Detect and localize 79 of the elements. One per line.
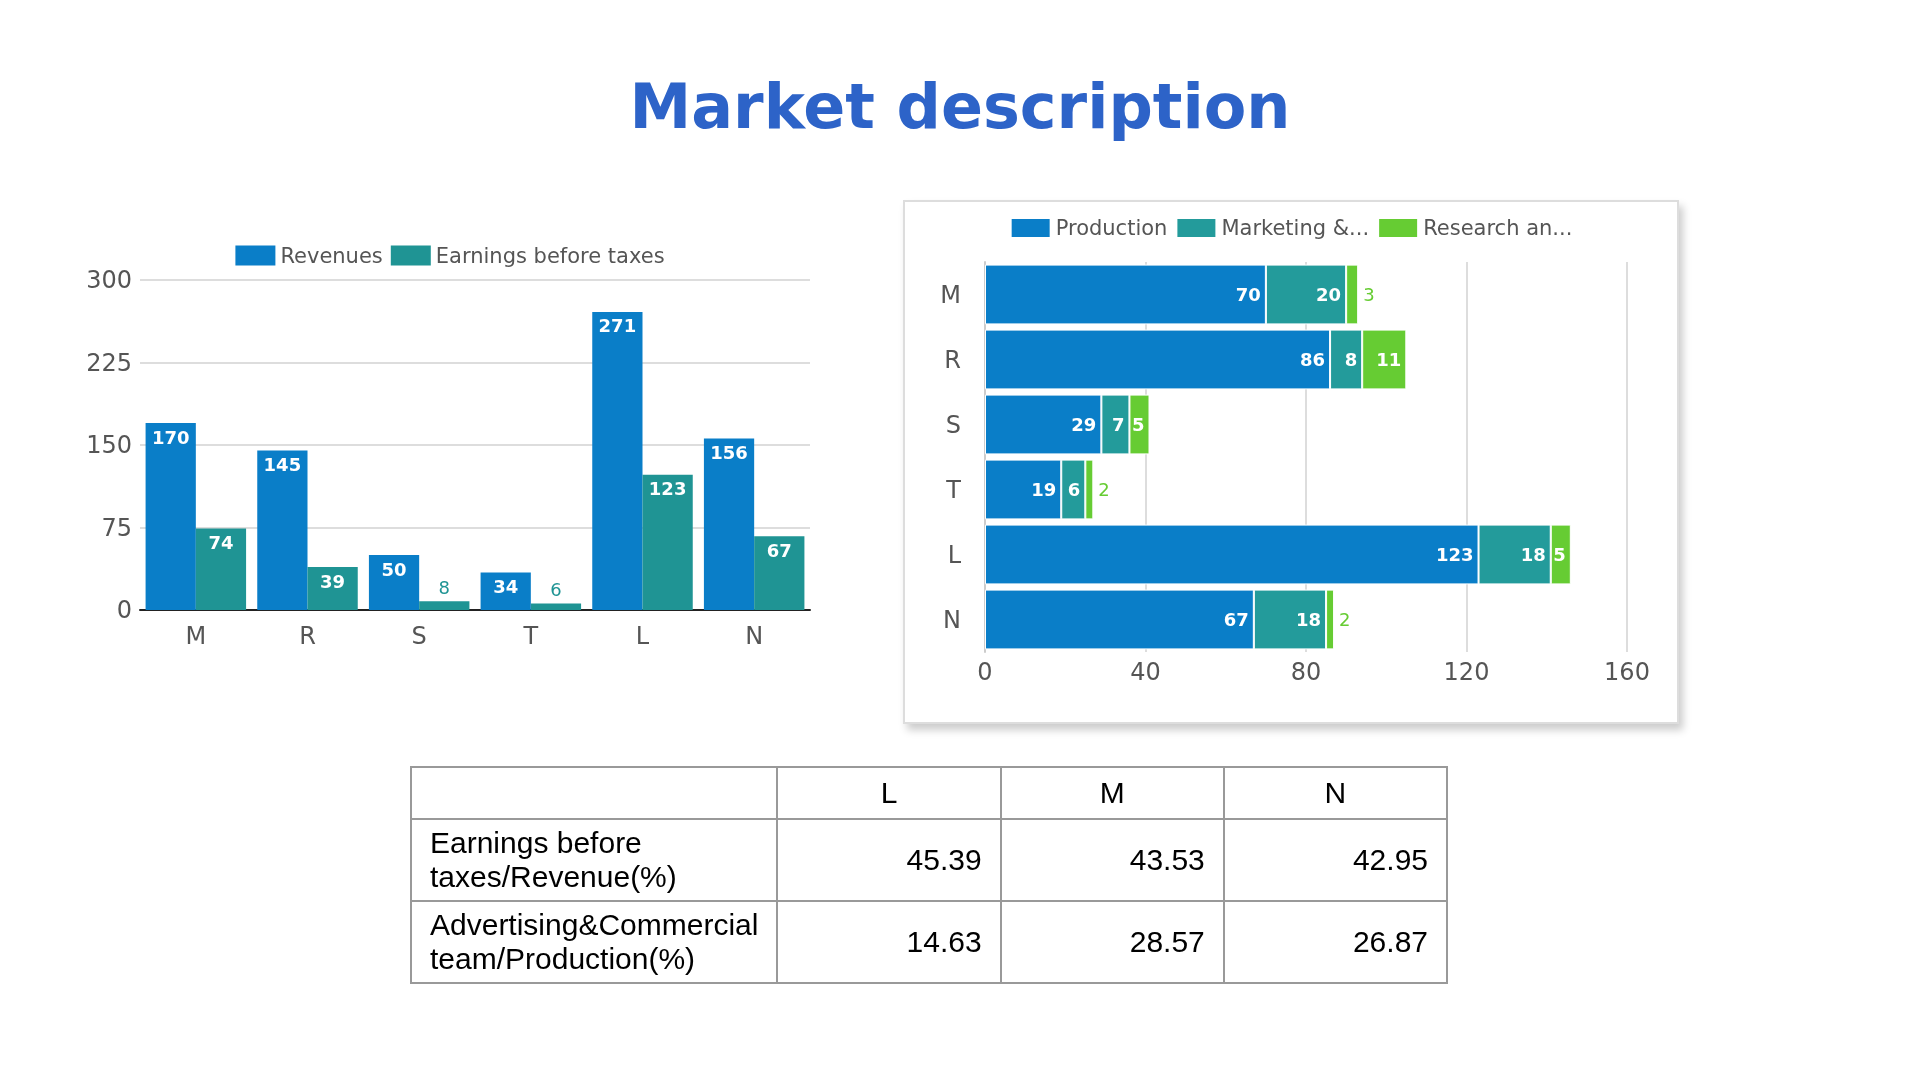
y-tick-label: 75: [101, 513, 132, 542]
data-label: 26.87: [1223, 901, 1447, 983]
x-tick-label: T: [522, 622, 539, 650]
data-label: 145: [263, 454, 302, 475]
data-label: 67: [766, 539, 792, 561]
bar: [257, 450, 308, 610]
x-tick-label: 160: [1604, 658, 1650, 686]
legend-label: Marketing &...: [1221, 216, 1370, 240]
bar: [307, 567, 358, 610]
y-tick-label: M: [940, 280, 961, 309]
category-label: N: [1223, 767, 1447, 819]
x-tick-label: S: [411, 622, 427, 650]
legend-label: Revenues: [280, 243, 383, 268]
x-tick-label: 40: [1130, 658, 1161, 686]
data-label: 11: [1376, 349, 1402, 370]
legend-label: Research an...: [1423, 216, 1573, 240]
legend-label: Earnings before taxes: [435, 243, 665, 268]
x-tick-label: L: [635, 622, 650, 650]
data-label: 2: [1339, 609, 1351, 630]
bar: [195, 528, 247, 610]
data-label: 123: [648, 478, 687, 500]
data-label: 6: [550, 578, 562, 600]
y-tick-label: 225: [86, 348, 132, 377]
data-label: 45.39: [777, 819, 1001, 901]
bar: [642, 474, 693, 610]
data-label: 43.53: [1000, 819, 1224, 901]
data-label: 170: [151, 426, 190, 448]
x-tick-label: 80: [1290, 658, 1322, 686]
data-label: 19: [1031, 479, 1057, 500]
category-label: M: [1000, 767, 1224, 819]
data-label: 50: [381, 558, 407, 580]
data-label: 5: [1131, 414, 1145, 435]
y-tick-label: 300: [86, 266, 132, 294]
text: Earnings before taxes/Revenue(%): [411, 819, 778, 901]
y-tick-label: S: [945, 410, 961, 439]
x-tick-label: 0: [977, 658, 993, 686]
data-label: 2: [1098, 479, 1110, 500]
category-label: L: [777, 767, 1001, 819]
legend-label: Production: [1055, 216, 1168, 240]
data-label: 67: [1223, 609, 1249, 630]
data-label: 86: [1300, 349, 1326, 370]
data-label: 34: [493, 576, 519, 598]
data-label: 8: [438, 576, 451, 598]
data-label: 18: [1520, 544, 1546, 565]
data-label: 5: [1553, 544, 1566, 565]
data-label: 20: [1316, 284, 1342, 305]
bar: [754, 536, 805, 610]
y-tick-label: 0: [116, 596, 132, 624]
data-label: 74: [208, 532, 234, 554]
y-tick-label: 150: [86, 431, 132, 459]
data-label: 271: [598, 315, 637, 337]
bar: [703, 438, 755, 610]
y-tick-label: L: [947, 540, 962, 569]
x-tick-label: 120: [1443, 658, 1490, 686]
data-label: 7: [1111, 414, 1125, 435]
bar: [368, 555, 420, 610]
y-tick-label: R: [944, 345, 961, 374]
text: Advertising&Commercial team/Production(%): [411, 901, 778, 983]
y-tick-label: T: [945, 475, 962, 504]
data-label: 70: [1235, 284, 1261, 305]
bar: [530, 603, 582, 610]
x-tick-label: M: [185, 622, 207, 650]
x-tick-label: N: [745, 622, 764, 650]
bar: [419, 601, 470, 610]
data-label: 6: [1067, 479, 1081, 500]
data-label: 29: [1071, 414, 1097, 435]
data-label: 14.63: [777, 901, 1001, 983]
data-label: 3: [1363, 284, 1375, 305]
data-label: 8: [1344, 349, 1358, 370]
bar: [145, 423, 196, 610]
data-label: 28.57: [1000, 901, 1224, 983]
data-label: 42.95: [1223, 819, 1447, 901]
data-label: 123: [1435, 544, 1474, 565]
x-tick-label: R: [299, 622, 316, 650]
text: Market description: [628, 70, 1292, 143]
data-label: 156: [710, 441, 748, 463]
data-label: 39: [320, 570, 346, 592]
bar: [592, 311, 643, 610]
data-label: 18: [1296, 609, 1322, 630]
